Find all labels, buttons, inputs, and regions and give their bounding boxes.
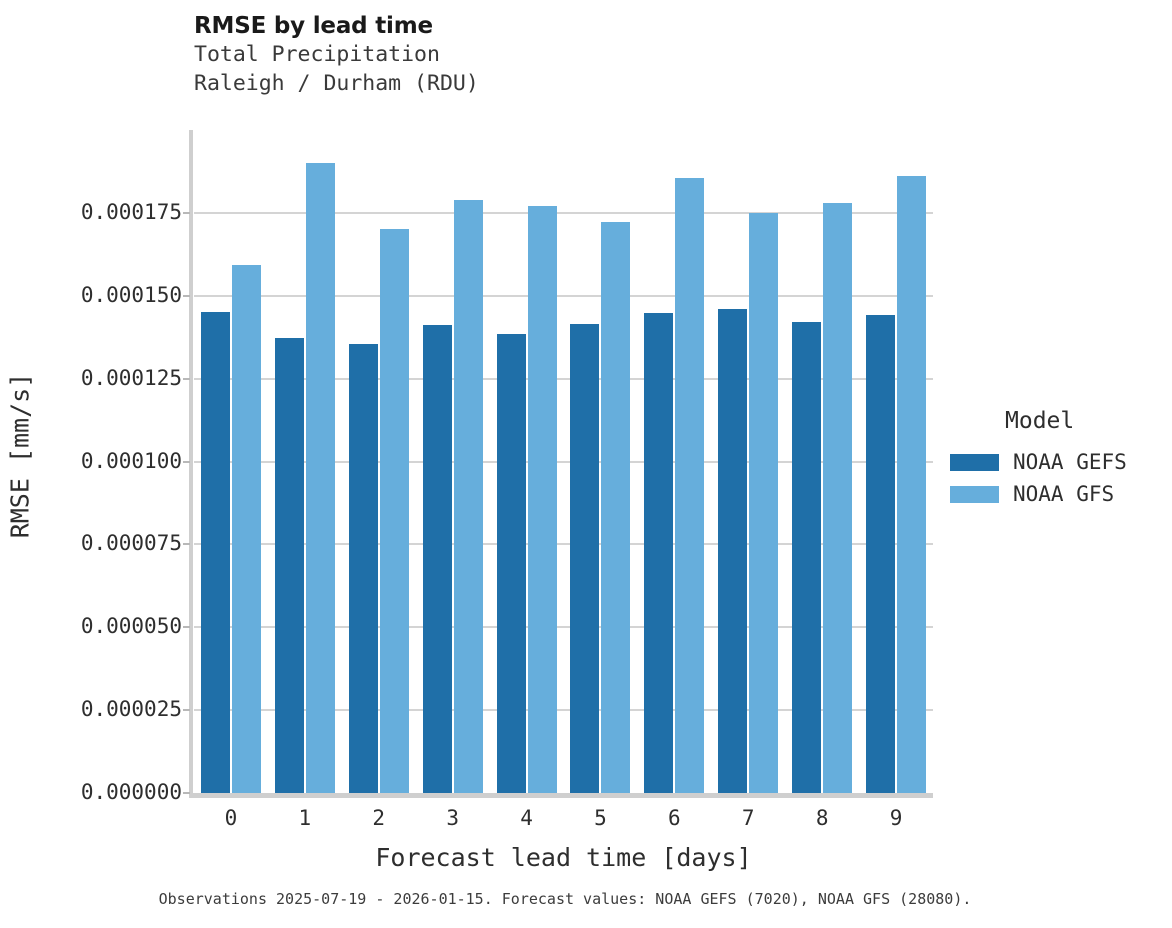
bar-noaa-gfs-lead-0[interactable] bbox=[231, 265, 261, 793]
gridline bbox=[194, 294, 933, 297]
bar-noaa-gefs-lead-9[interactable] bbox=[866, 314, 896, 793]
bar-noaa-gfs-lead-5[interactable] bbox=[601, 222, 631, 793]
legend-label: NOAA GEFS bbox=[1013, 450, 1127, 474]
x-axis-tick-label: 4 bbox=[520, 806, 533, 830]
y-axis-tick bbox=[183, 792, 190, 794]
x-axis-tick-label: 1 bbox=[298, 806, 312, 830]
page-title: RMSE by lead time bbox=[194, 13, 433, 39]
bar-noaa-gefs-lead-7[interactable] bbox=[718, 309, 748, 793]
bar-noaa-gefs-lead-0[interactable] bbox=[200, 311, 230, 793]
x-axis-label: Forecast lead time [days] bbox=[375, 843, 752, 872]
y-axis-tick-label: 0.000025 bbox=[80, 697, 182, 722]
gridline bbox=[194, 626, 933, 629]
x-axis-tick-label: 9 bbox=[889, 806, 903, 830]
bar-noaa-gfs-lead-4[interactable] bbox=[527, 205, 557, 793]
y-axis-tick-label: 0.000175 bbox=[80, 199, 182, 224]
bar-noaa-gfs-lead-6[interactable] bbox=[675, 177, 705, 793]
legend: Model NOAA GEFS NOAA GFS bbox=[950, 408, 1172, 510]
legend-swatch bbox=[950, 485, 999, 503]
legend-title: Model bbox=[1005, 408, 1075, 434]
y-axis-tick-label: 0.000000 bbox=[80, 780, 182, 804]
gridline bbox=[194, 377, 933, 380]
bar-noaa-gfs-lead-8[interactable] bbox=[823, 202, 853, 793]
bar-noaa-gfs-lead-1[interactable] bbox=[305, 163, 335, 793]
x-axis-tick-label: 6 bbox=[668, 806, 681, 830]
gridline bbox=[194, 543, 933, 546]
chart-subtitle-variable: Total Precipitation bbox=[194, 42, 440, 67]
plot-inner bbox=[194, 130, 933, 793]
x-axis-spine bbox=[189, 793, 933, 798]
y-axis-tick bbox=[183, 709, 190, 712]
bar-noaa-gefs-lead-6[interactable] bbox=[644, 313, 674, 793]
bar-noaa-gefs-lead-4[interactable] bbox=[496, 333, 526, 793]
legend-item-noaa-gefs[interactable]: NOAA GEFS bbox=[950, 446, 1172, 478]
bar-noaa-gefs-lead-1[interactable] bbox=[274, 338, 304, 793]
gridline bbox=[194, 709, 933, 712]
y-axis-tick-label: 0.000125 bbox=[80, 365, 182, 390]
bar-noaa-gefs-lead-8[interactable] bbox=[792, 322, 822, 793]
y-axis-tick bbox=[183, 377, 190, 380]
y-axis-tick-label: 0.000150 bbox=[80, 282, 182, 307]
y-axis-tick-label: 0.000100 bbox=[80, 448, 182, 473]
bar-noaa-gefs-lead-5[interactable] bbox=[570, 323, 600, 793]
bar-noaa-gefs-lead-2[interactable] bbox=[348, 344, 378, 793]
gridline bbox=[194, 460, 933, 463]
gridline bbox=[194, 211, 933, 214]
y-axis-spine bbox=[189, 130, 193, 793]
x-axis-tick-labels: 0 1 2 3 4 5 6 7 8 9 bbox=[194, 806, 933, 836]
legend-rows: NOAA GEFS NOAA GFS bbox=[950, 446, 1172, 510]
y-axis-tick-labels: 0.000000 0.000025 0.000050 0.000075 0.000100… bbox=[0, 130, 182, 804]
y-axis-tick bbox=[183, 543, 190, 546]
y-axis-tick bbox=[183, 626, 190, 629]
legend-swatch bbox=[950, 453, 999, 471]
bar-noaa-gfs-lead-2[interactable] bbox=[379, 228, 409, 793]
title-block: RMSE by lead time Total Precipitation Ra… bbox=[194, 12, 954, 98]
x-axis-tick-label: 7 bbox=[741, 806, 755, 830]
y-axis-tick bbox=[183, 294, 190, 297]
y-axis-tick-label: 0.000075 bbox=[80, 531, 182, 556]
x-axis-tick-label: 0 bbox=[224, 806, 238, 830]
x-axis-tick-label: 3 bbox=[446, 806, 459, 830]
y-axis-tick-label: 0.000050 bbox=[80, 614, 182, 639]
y-axis-tick bbox=[183, 460, 190, 463]
bar-noaa-gfs-lead-9[interactable] bbox=[897, 175, 927, 793]
plot-area bbox=[183, 130, 933, 798]
legend-label: NOAA GFS bbox=[1013, 482, 1115, 506]
chart-subtitle-location: Raleigh / Durham (RDU) bbox=[194, 71, 479, 96]
x-axis-tick-label: 2 bbox=[372, 806, 386, 830]
figure-caption: Observations 2025-07-19 - 2026-01-15. Fo… bbox=[158, 890, 972, 908]
legend-item-noaa-gfs[interactable]: NOAA GFS bbox=[950, 478, 1172, 510]
bar-noaa-gefs-lead-3[interactable] bbox=[422, 324, 452, 793]
y-axis-tick bbox=[183, 211, 190, 214]
x-axis-tick-label: 8 bbox=[815, 806, 829, 830]
bar-noaa-gfs-lead-3[interactable] bbox=[453, 199, 483, 793]
bar-noaa-gfs-lead-7[interactable] bbox=[749, 212, 779, 793]
x-axis-tick-label: 5 bbox=[594, 806, 607, 830]
